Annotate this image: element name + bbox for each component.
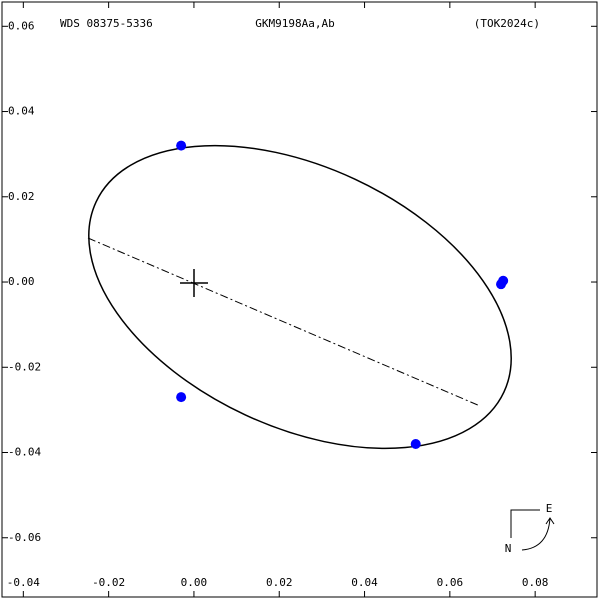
compass-arrow: [521, 517, 555, 551]
observation: [176, 140, 187, 151]
x-tick-label: 0.00: [181, 576, 208, 589]
y-tick-label: -0.02: [8, 360, 41, 373]
x-tick-label: 0.06: [437, 576, 464, 589]
observation: [496, 279, 507, 290]
chart-subtitle: WDS 08375-5336: [60, 17, 153, 30]
observation: [176, 392, 187, 403]
x-tick-label: 0.08: [522, 576, 549, 589]
observation: [410, 438, 421, 449]
compass: [510, 509, 540, 538]
compass-north: N: [505, 542, 512, 555]
orbit: [88, 144, 512, 450]
y-tick-label: 0.04: [8, 105, 35, 118]
chart-reference: (TOK2024c): [474, 17, 540, 30]
y-tick-label: 0.00: [8, 275, 35, 288]
chart-title: GKM9198Aa,Ab: [255, 17, 334, 30]
x-tick-label: 0.04: [351, 576, 378, 589]
y-tick-label: 0.06: [8, 19, 35, 32]
y-tick-label: 0.02: [8, 190, 35, 203]
y-tick-label: -0.06: [8, 531, 41, 544]
x-tick-label: 0.02: [266, 576, 293, 589]
y-tick-label: -0.04: [8, 446, 41, 459]
x-tick-label: -0.02: [92, 576, 125, 589]
x-tick-label: -0.04: [7, 576, 40, 589]
line-of-nodes: [87, 237, 481, 407]
compass-east: E: [546, 502, 553, 515]
